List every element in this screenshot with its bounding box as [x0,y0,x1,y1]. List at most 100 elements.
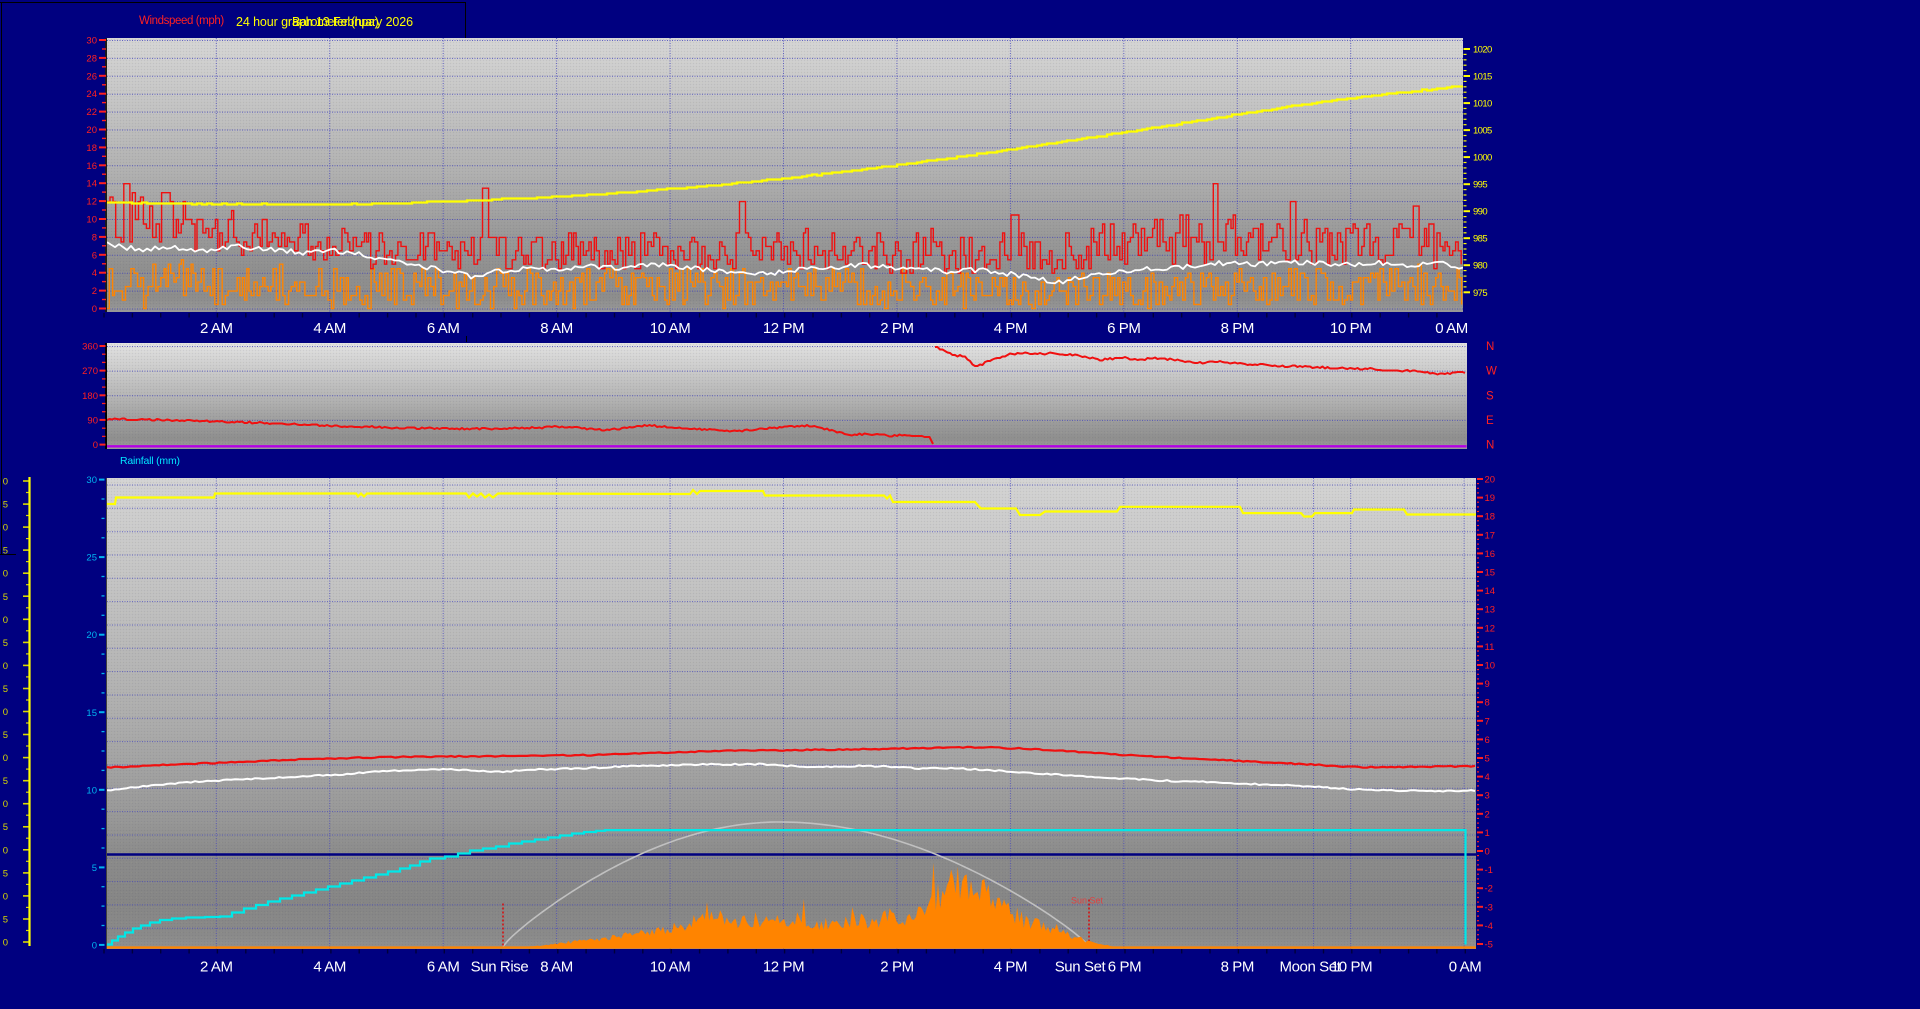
svg-text:N: N [1486,341,1494,353]
svg-text:1015: 1015 [1473,72,1492,83]
svg-text:0: 0 [3,615,8,626]
svg-text:5: 5 [3,500,8,511]
svg-text:20: 20 [86,125,97,136]
svg-text:18: 18 [86,143,97,154]
svg-text:0: 0 [3,799,8,810]
svg-text:5: 5 [3,592,8,603]
svg-text:6: 6 [92,250,97,261]
svg-text:12: 12 [1485,623,1496,634]
svg-text:10: 10 [86,785,97,796]
svg-text:7: 7 [1485,716,1490,727]
svg-text:8 AM: 8 AM [540,959,573,976]
svg-text:6 AM: 6 AM [427,320,460,337]
svg-text:8: 8 [1485,698,1490,709]
svg-text:14: 14 [86,179,97,190]
svg-text:20: 20 [86,630,97,641]
svg-text:-5: -5 [1485,940,1493,951]
svg-text:180: 180 [82,391,98,402]
svg-text:17: 17 [1485,530,1496,541]
svg-text:16: 16 [86,161,97,172]
svg-text:-1: -1 [1485,865,1493,876]
svg-text:0: 0 [3,753,8,764]
svg-text:4 PM: 4 PM [994,959,1027,976]
svg-text:5: 5 [3,868,8,879]
svg-text:-3: -3 [1485,902,1493,913]
svg-text:8 AM: 8 AM [540,320,573,337]
svg-text:10 AM: 10 AM [650,959,691,976]
svg-text:6 PM: 6 PM [1107,320,1140,337]
svg-text:5: 5 [3,730,8,741]
svg-text:13: 13 [1485,605,1496,616]
svg-text:4: 4 [1485,772,1490,783]
svg-text:2 PM: 2 PM [880,320,913,337]
svg-text:2: 2 [1485,809,1490,820]
svg-text:2 AM: 2 AM [200,959,233,976]
svg-text:10 PM: 10 PM [1331,959,1372,976]
svg-text:2 AM: 2 AM [200,320,233,337]
svg-text:W: W [1486,366,1497,378]
svg-text:12: 12 [86,197,97,208]
svg-text:10 AM: 10 AM [650,320,691,337]
svg-text:1005: 1005 [1473,126,1492,137]
svg-text:4 PM: 4 PM [994,320,1027,337]
svg-text:5: 5 [3,684,8,695]
svg-text:980: 980 [1473,261,1487,272]
svg-text:Sun Set: Sun Set [1071,895,1104,905]
svg-text:22: 22 [86,107,97,118]
svg-text:0: 0 [93,440,98,451]
svg-text:0: 0 [3,707,8,718]
svg-text:0: 0 [92,304,97,315]
svg-text:1020: 1020 [1473,45,1492,56]
svg-text:19: 19 [1485,493,1496,504]
svg-text:1: 1 [1485,828,1490,839]
svg-text:5: 5 [3,776,8,787]
svg-text:10: 10 [1485,661,1496,672]
svg-text:10: 10 [86,215,97,226]
svg-text:6 AM: 6 AM [427,959,460,976]
svg-text:975: 975 [1473,288,1487,299]
svg-text:1010: 1010 [1473,99,1492,110]
svg-text:12 PM: 12 PM [763,320,804,337]
svg-text:5: 5 [3,822,8,833]
svg-text:5: 5 [1485,754,1490,765]
svg-text:8 PM: 8 PM [1221,959,1254,976]
svg-text:2: 2 [92,286,97,297]
svg-text:1000: 1000 [1473,153,1492,164]
svg-text:270: 270 [82,366,98,377]
svg-text:24: 24 [86,89,97,100]
svg-text:990: 990 [1473,207,1487,218]
svg-text:16: 16 [1485,549,1496,560]
svg-text:15: 15 [86,708,97,719]
svg-text:5: 5 [92,863,97,874]
svg-text:N: N [1486,440,1494,452]
svg-text:0: 0 [1485,847,1490,858]
svg-text:3: 3 [1485,791,1490,802]
svg-text:5: 5 [3,546,8,557]
svg-text:5: 5 [3,915,8,926]
svg-text:0 AM: 0 AM [1435,320,1468,337]
svg-text:4 AM: 4 AM [313,959,346,976]
svg-text:Sun Set: Sun Set [1055,959,1107,976]
svg-text:2 PM: 2 PM [880,959,913,976]
svg-text:9: 9 [1485,679,1490,690]
svg-text:0: 0 [3,523,8,534]
svg-text:6 PM: 6 PM [1108,959,1141,976]
svg-text:10 PM: 10 PM [1330,320,1371,337]
svg-text:0: 0 [3,661,8,672]
svg-text:15: 15 [1485,568,1496,579]
svg-text:8: 8 [92,232,97,243]
svg-text:-4: -4 [1485,921,1493,932]
svg-text:0: 0 [3,845,8,856]
svg-text:0: 0 [92,940,97,951]
svg-text:30: 30 [86,36,97,47]
svg-text:S: S [1486,390,1494,402]
svg-text:90: 90 [87,415,98,426]
svg-text:8 PM: 8 PM [1221,320,1254,337]
svg-text:12 PM: 12 PM [763,959,804,976]
svg-text:4 AM: 4 AM [313,320,346,337]
svg-text:14: 14 [1485,586,1496,597]
svg-text:0: 0 [3,477,8,488]
svg-text:11: 11 [1485,642,1495,653]
svg-text:0: 0 [3,891,8,902]
svg-text:6: 6 [1485,735,1490,746]
